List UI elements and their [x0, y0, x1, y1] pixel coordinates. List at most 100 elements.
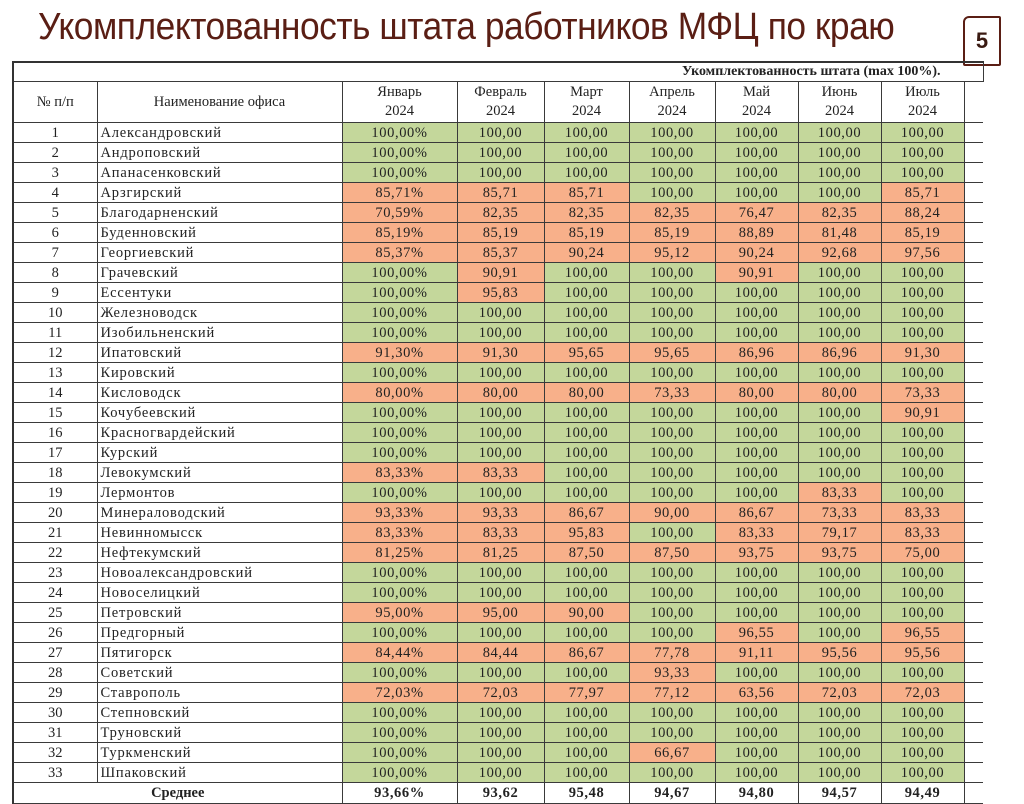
staffing-value: 95,83	[543, 522, 630, 543]
staffing-value: 79,17	[797, 522, 882, 543]
staffing-value: 100,00	[628, 402, 716, 423]
staffing-value: 100,00	[543, 402, 630, 423]
staffing-value: 96,55	[880, 622, 965, 643]
staffing-value: 72,03	[797, 682, 882, 703]
staffing-value: 100,00	[797, 602, 882, 623]
table-row: 28 Советский 100,00% 100,00 100,00 93,33 100,0…	[12, 662, 983, 683]
table-row: 18 Левокумский 83,33% 83,33 100,00 100,00 100,…	[12, 462, 983, 483]
row-spacer	[964, 662, 983, 683]
row-index: 3	[12, 162, 98, 183]
staffing-value: 82,35	[628, 202, 716, 223]
staffing-value: 100,00	[880, 322, 965, 343]
staffing-value: 100,00	[628, 422, 716, 443]
staffing-value: 86,67	[543, 502, 630, 523]
staffing-value: 100,00	[880, 702, 965, 723]
staffing-value: 100,00%	[341, 722, 458, 743]
staffing-value: 100,00	[628, 282, 716, 303]
staffing-value: 100,00	[797, 422, 882, 443]
staffing-value: 90,24	[543, 242, 630, 263]
staffing-value: 83,33%	[341, 522, 458, 543]
row-spacer	[964, 402, 983, 423]
staffing-value: 100,00	[456, 742, 545, 763]
staffing-value: 80,00	[714, 382, 799, 403]
office-name: Минераловодский	[96, 502, 343, 523]
table-row: 4 Арзгирский 85,71% 85,71 85,71 100,00 100,00 1…	[12, 182, 983, 203]
row-index: 1	[12, 122, 98, 143]
staffing-value: 100,00	[543, 422, 630, 443]
row-spacer	[964, 222, 983, 243]
staffing-value: 83,33	[880, 502, 965, 523]
row-spacer	[964, 162, 983, 183]
staffing-value: 100,00	[797, 162, 882, 183]
row-spacer	[964, 482, 983, 503]
staffing-value: 100,00	[456, 362, 545, 383]
staffing-value: 100,00	[628, 322, 716, 343]
staffing-value: 100,00	[880, 362, 965, 383]
staffing-value: 100,00	[797, 762, 882, 783]
average-value: 93,62	[456, 782, 545, 804]
staffing-value: 100,00	[880, 742, 965, 763]
staffing-value: 100,00	[628, 182, 716, 203]
staffing-value: 85,37	[456, 242, 545, 263]
staffing-value: 95,12	[628, 242, 716, 263]
office-name: Предгорный	[96, 622, 343, 643]
staffing-value: 100,00	[797, 622, 882, 643]
row-spacer	[964, 342, 983, 363]
row-spacer	[964, 202, 983, 223]
staffing-value: 90,91	[714, 262, 799, 283]
staffing-value: 100,00	[456, 162, 545, 183]
staffing-value: 100,00	[543, 302, 630, 323]
staffing-value: 93,75	[797, 542, 882, 563]
row-spacer	[964, 782, 983, 804]
staffing-value: 95,65	[628, 342, 716, 363]
row-index: 20	[12, 502, 98, 523]
office-name: Невинномысск	[96, 522, 343, 543]
staffing-value: 93,33	[456, 502, 545, 523]
staffing-value: 72,03	[880, 682, 965, 703]
staffing-value: 100,00	[797, 122, 882, 143]
staffing-value: 100,00	[543, 322, 630, 343]
staffing-value: 70,59%	[341, 202, 458, 223]
row-spacer	[964, 362, 983, 383]
office-name: Нефтекумский	[96, 542, 343, 563]
table-row: 9 Ессентуки 100,00% 95,83 100,00 100,00 100,00…	[12, 282, 983, 303]
staffing-value: 100,00	[714, 562, 799, 583]
row-spacer	[964, 542, 983, 563]
header-month-name: Июль	[905, 84, 940, 100]
header-month-name: Март	[570, 84, 603, 100]
table-row: 8 Грачевский 100,00% 90,91 100,00 100,00 90,91…	[12, 262, 983, 283]
header-month: Январь 2024	[341, 81, 458, 123]
staffing-value: 95,00	[456, 602, 545, 623]
staffing-value: 100,00	[456, 142, 545, 163]
staffing-value: 100,00	[880, 422, 965, 443]
office-name: Советский	[96, 662, 343, 683]
table-row: 19 Лермонтов 100,00% 100,00 100,00 100,00 100,…	[12, 482, 983, 503]
staffing-value: 100,00	[456, 442, 545, 463]
row-index: 5	[12, 202, 98, 223]
row-spacer	[964, 322, 983, 343]
staffing-value: 82,35	[797, 202, 882, 223]
staffing-value: 100,00	[880, 762, 965, 783]
staffing-value: 100,00	[880, 262, 965, 283]
header-spacer	[964, 81, 983, 123]
staffing-value: 100,00%	[341, 742, 458, 763]
staffing-value: 100,00	[543, 162, 630, 183]
staffing-value: 84,44	[456, 642, 545, 663]
staffing-value: 91,30%	[341, 342, 458, 363]
staffing-value: 100,00	[543, 122, 630, 143]
staffing-value: 100,00%	[341, 422, 458, 443]
average-value: 94,49	[880, 782, 965, 804]
staffing-value: 100,00	[543, 482, 630, 503]
header-index: № п/п	[12, 81, 98, 123]
staffing-value: 88,24	[880, 202, 965, 223]
staffing-value: 83,33	[880, 522, 965, 543]
staffing-value: 100,00	[880, 462, 965, 483]
row-spacer	[964, 742, 983, 763]
office-name: Благодарненский	[96, 202, 343, 223]
staffing-value: 100,00	[628, 362, 716, 383]
row-spacer	[964, 762, 983, 783]
header-month-year: 2024	[657, 103, 687, 119]
table-row: 5 Благодарненский 70,59% 82,35 82,35 82,35 76,…	[12, 202, 983, 223]
staffing-value: 100,00	[797, 442, 882, 463]
office-name: Ставрополь	[96, 682, 343, 703]
